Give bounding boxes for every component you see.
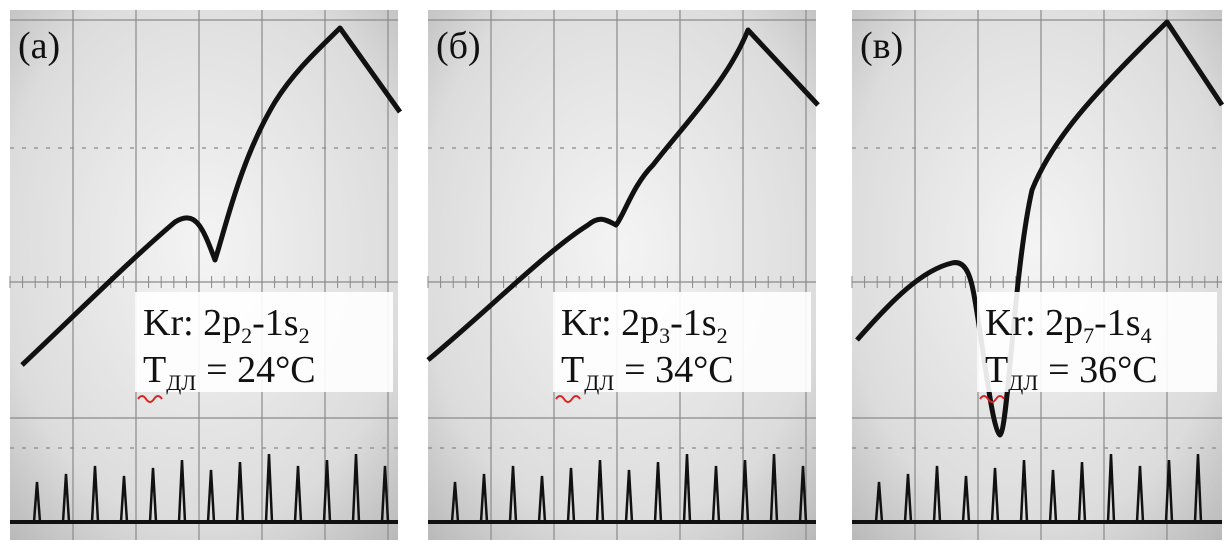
pulse — [624, 469, 634, 523]
pulse — [1135, 465, 1145, 523]
spell-mark — [979, 395, 1005, 403]
species-sub: 7 — [1083, 323, 1094, 348]
screen — [852, 10, 1222, 540]
species-line: Kr: 2p3-1s2 — [561, 302, 728, 348]
pulse — [1106, 453, 1116, 523]
pulse — [450, 481, 460, 523]
trace — [426, 27, 820, 362]
pulse — [235, 461, 245, 523]
temp-value: = 36°C — [1048, 349, 1157, 391]
temperature-line: TДЛ = 24°C — [143, 349, 316, 395]
pulse — [1019, 459, 1029, 523]
trace — [855, 19, 1225, 438]
pulse — [264, 453, 274, 523]
species-sub: 2 — [717, 323, 728, 348]
spell-mark — [137, 395, 163, 403]
species-prefix: Kr: 2p — [143, 302, 241, 344]
temp-sub: ДЛ — [166, 370, 196, 395]
screen — [428, 10, 816, 540]
species-sub: 2 — [241, 323, 252, 348]
pulse — [740, 459, 750, 523]
species-mid: -1s — [1094, 302, 1140, 344]
caption-box — [977, 292, 1217, 392]
pulse — [903, 473, 913, 523]
pulse — [380, 465, 390, 523]
pulse — [293, 465, 303, 523]
pulse — [177, 459, 187, 523]
pulse — [595, 459, 605, 523]
pulse — [990, 467, 1000, 523]
trace — [20, 25, 403, 367]
temp-value: = 24°C — [206, 349, 315, 391]
panel-label: (a) — [18, 25, 60, 67]
pulse — [322, 459, 332, 523]
temperature-line: TДЛ = 36°C — [985, 349, 1158, 395]
pulse — [682, 453, 692, 523]
pulse — [798, 465, 808, 523]
species-mid: -1s — [670, 302, 716, 344]
pulse — [32, 481, 42, 523]
pulse — [932, 465, 942, 523]
spell-mark — [555, 395, 581, 403]
temp-value: = 34°C — [624, 349, 733, 391]
pulse — [874, 481, 884, 523]
pulse — [508, 465, 518, 523]
species-sub: 3 — [659, 323, 670, 348]
pulse — [148, 467, 158, 523]
temp-sub: ДЛ — [584, 370, 614, 395]
species-line: Kr: 2p2-1s2 — [143, 302, 310, 348]
pulse — [1164, 459, 1174, 523]
species-line: Kr: 2p7-1s4 — [985, 302, 1152, 348]
species-mid: -1s — [252, 302, 298, 344]
caption-box — [553, 292, 811, 392]
pulse — [119, 475, 129, 523]
pulse — [961, 475, 971, 523]
caption-box — [135, 292, 393, 392]
pulse — [653, 461, 663, 523]
screen — [10, 10, 398, 540]
pulse — [206, 469, 216, 523]
panel-label: (б) — [436, 25, 481, 67]
pulse — [479, 473, 489, 523]
temp-symbol: T — [985, 349, 1008, 391]
temp-sub: ДЛ — [1008, 370, 1038, 395]
temp-symbol: T — [143, 349, 166, 391]
species-sub: 4 — [1141, 323, 1152, 348]
pulse — [1193, 453, 1203, 523]
temperature-line: TДЛ = 34°C — [561, 349, 734, 395]
pulse — [769, 453, 779, 523]
pulse — [1077, 461, 1087, 523]
pulse — [566, 467, 576, 523]
species-prefix: Kr: 2p — [985, 302, 1083, 344]
pulse — [61, 473, 71, 523]
pulse — [711, 465, 721, 523]
temp-symbol: T — [561, 349, 584, 391]
pulse — [1048, 469, 1058, 523]
pulse — [351, 453, 361, 523]
pulse — [537, 475, 547, 523]
species-sub: 2 — [299, 323, 310, 348]
pulse — [90, 465, 100, 523]
panel-label: (в) — [860, 25, 903, 67]
species-prefix: Kr: 2p — [561, 302, 659, 344]
